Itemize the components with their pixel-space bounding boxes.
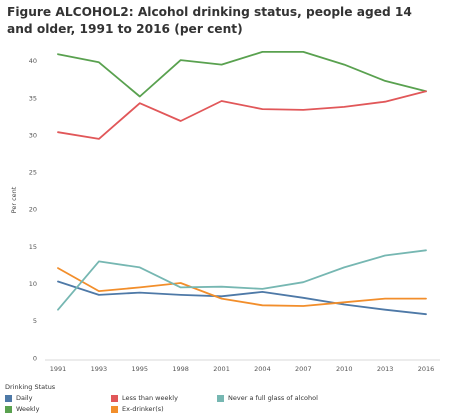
y-tick-label-30: 30 bbox=[29, 131, 37, 139]
x-tick-label-2010: 2010 bbox=[336, 365, 353, 373]
y-axis-label: Per cent bbox=[10, 186, 18, 213]
y-tick-label-35: 35 bbox=[29, 94, 37, 102]
legend-swatch-never-full-glass bbox=[217, 394, 224, 402]
legend-swatch-less-than-weekly bbox=[111, 394, 118, 402]
y-tick-label-5: 5 bbox=[33, 317, 37, 325]
legend-swatch-daily bbox=[5, 394, 12, 402]
x-tick-label-2007: 2007 bbox=[295, 365, 312, 373]
legend-item-ex-drinker[interactable]: Ex-drinker(s) bbox=[111, 404, 164, 414]
legend-item-less-than-weekly[interactable]: Less than weekly bbox=[111, 393, 178, 403]
series-line-weekly[interactable] bbox=[57, 51, 427, 98]
x-tick-label-1993: 1993 bbox=[91, 365, 108, 373]
legend-label-weekly: Weekly bbox=[16, 405, 40, 413]
x-tick-label-2004: 2004 bbox=[254, 365, 271, 373]
y-tick-label-15: 15 bbox=[29, 243, 37, 251]
x-tick-label-2001: 2001 bbox=[213, 365, 230, 373]
legend-label-daily: Daily bbox=[16, 394, 33, 402]
series-line-ex-drinker-s[interactable] bbox=[57, 267, 427, 307]
y-tick-label-0: 0 bbox=[33, 354, 37, 362]
y-axis-ticks: 0 5 10 15 20 25 30 35 40 bbox=[29, 57, 37, 362]
legend-label-less-than-weekly: Less than weekly bbox=[122, 394, 178, 402]
y-tick-label-10: 10 bbox=[29, 280, 37, 288]
series-line-daily[interactable] bbox=[57, 280, 427, 316]
legend-item-weekly[interactable]: Weekly bbox=[5, 404, 39, 414]
x-tick-label-1998: 1998 bbox=[172, 365, 189, 373]
legend-swatch-ex-drinker bbox=[111, 405, 118, 413]
x-tick-label-2013: 2013 bbox=[377, 365, 394, 373]
legend-item-never-full-glass[interactable]: Never a full glass of alcohol bbox=[217, 393, 318, 403]
chart-title: Figure ALCOHOL2: Alcohol drinking status… bbox=[7, 5, 412, 36]
y-tick-label-20: 20 bbox=[29, 206, 37, 214]
x-tick-label-1995: 1995 bbox=[132, 365, 149, 373]
legend-title: Drinking Status bbox=[5, 383, 56, 391]
series-lines bbox=[57, 51, 427, 316]
series-line-never-a-full-glass-of-alcohol[interactable] bbox=[57, 249, 427, 311]
legend-swatch-weekly bbox=[5, 405, 12, 413]
x-tick-label-2016: 2016 bbox=[418, 365, 435, 373]
x-tick-label-1991: 1991 bbox=[50, 365, 67, 373]
legend: Drinking Status Daily Less than weekly N… bbox=[5, 383, 445, 417]
y-tick-label-25: 25 bbox=[29, 169, 37, 177]
x-axis-ticks: 1991 1993 1995 1998 2001 2004 2007 2010 2013 2016 bbox=[50, 365, 435, 373]
series-line-less-than-weekly[interactable] bbox=[57, 90, 427, 140]
legend-item-daily[interactable]: Daily bbox=[5, 393, 32, 403]
y-tick-label-40: 40 bbox=[29, 57, 37, 65]
legend-label-ex-drinker: Ex-drinker(s) bbox=[122, 405, 164, 413]
legend-label-never-full-glass: Never a full glass of alcohol bbox=[228, 394, 318, 402]
